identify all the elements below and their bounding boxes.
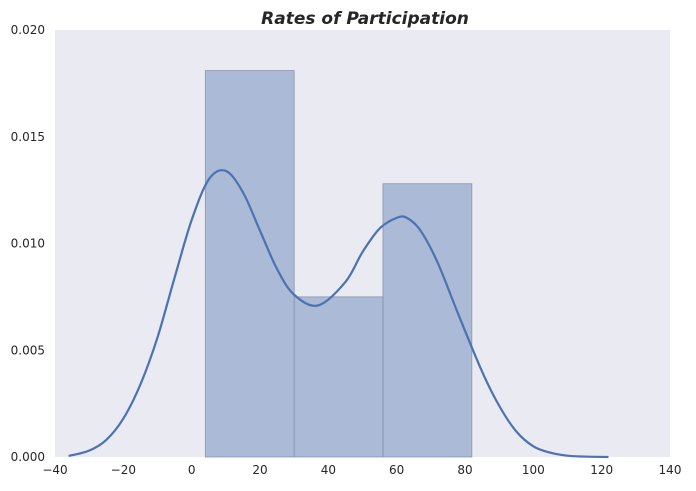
histogram-bars [204, 70, 473, 458]
y-axis-ticks: 0.000 0.005 0.010 0.015 0.020 [11, 23, 45, 464]
histogram-bar [204, 70, 295, 458]
x-tick-label: −20 [111, 463, 136, 477]
x-tick-label: 0 [188, 463, 196, 477]
histogram-bar [382, 183, 473, 458]
x-tick-label: 100 [522, 463, 545, 477]
chart-title: Rates of Participation [261, 9, 469, 29]
y-tick-label: 0.010 [11, 237, 45, 251]
x-tick-label: 20 [252, 463, 267, 477]
x-tick-label: 40 [321, 463, 336, 477]
x-tick-label: −40 [42, 463, 67, 477]
y-tick-label: 0.000 [11, 450, 45, 464]
x-axis-ticks: −40 −20 0 20 40 60 80 100 120 140 [42, 463, 681, 477]
x-tick-label: 80 [457, 463, 472, 477]
x-tick-label: 140 [659, 463, 682, 477]
x-tick-label: 120 [590, 463, 613, 477]
y-tick-label: 0.005 [11, 343, 45, 357]
y-tick-label: 0.020 [11, 23, 45, 37]
plot-background [55, 30, 670, 457]
x-tick-label: 60 [389, 463, 404, 477]
kde-curve [68, 169, 609, 459]
y-tick-label: 0.015 [11, 130, 45, 144]
histogram-bar [293, 296, 384, 458]
